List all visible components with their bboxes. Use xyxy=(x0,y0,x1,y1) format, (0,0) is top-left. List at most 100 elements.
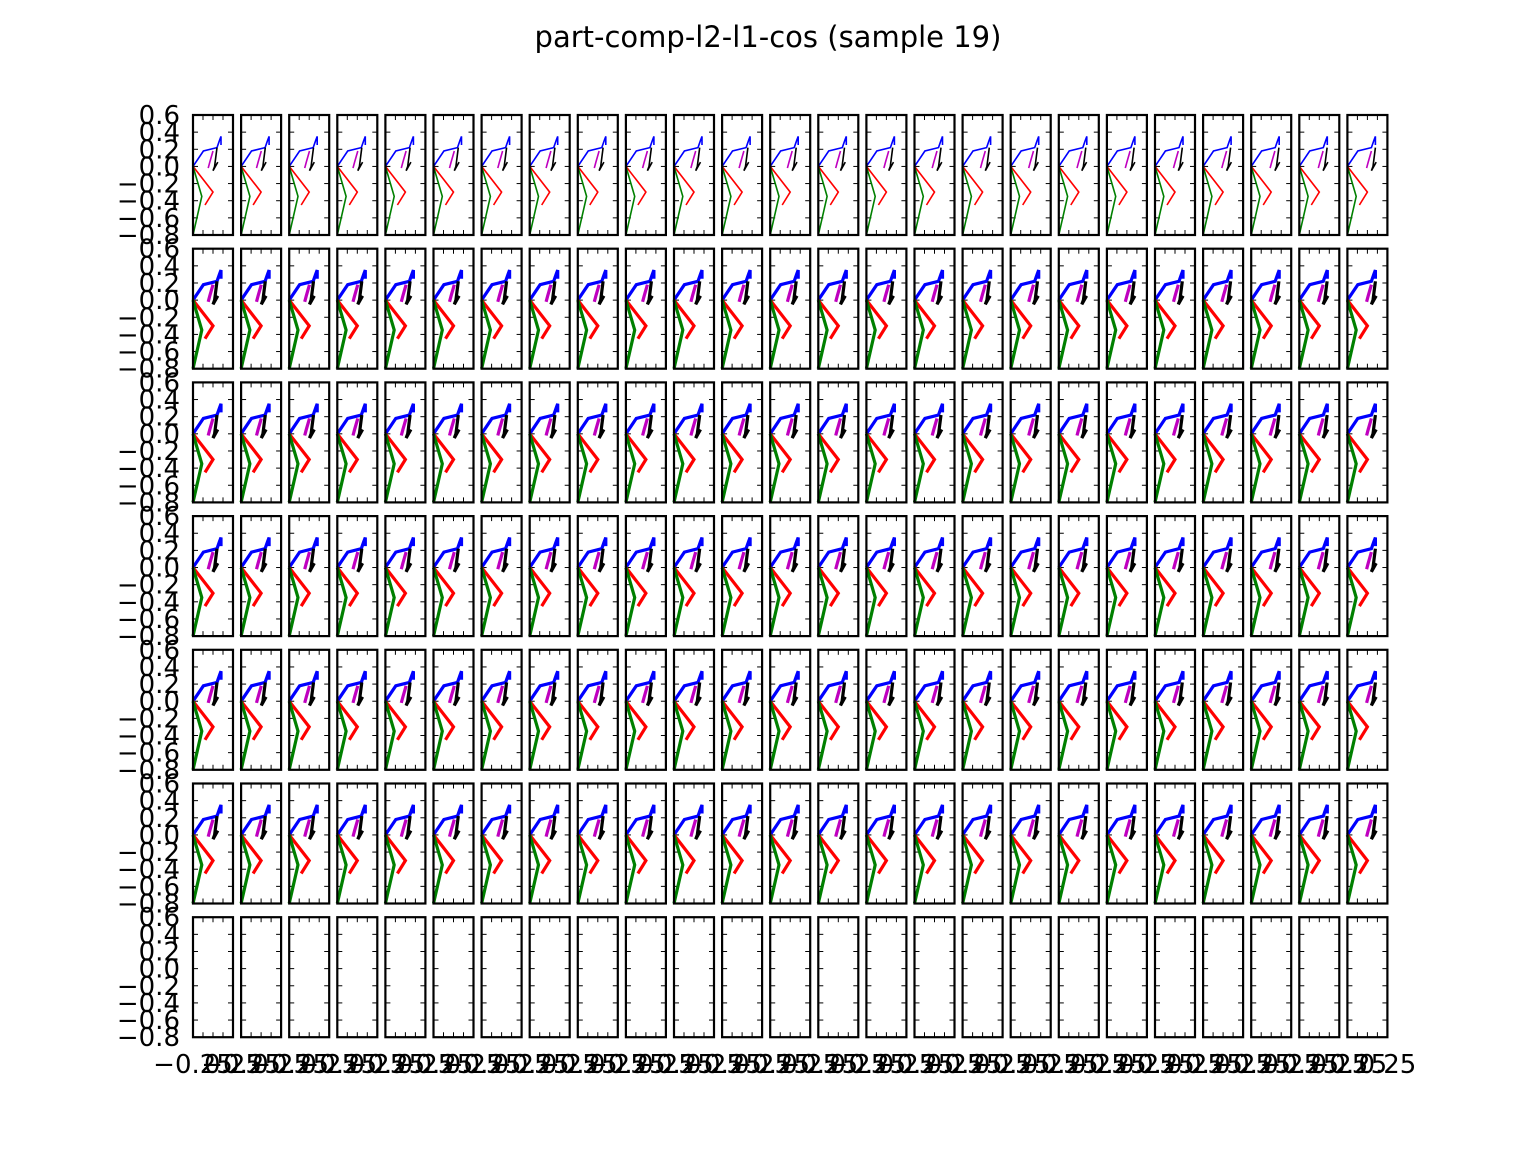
subplot-panel xyxy=(1250,916,1293,1039)
series-line xyxy=(287,700,312,741)
panel-frame xyxy=(672,648,716,771)
subplot-panel xyxy=(1249,381,1293,504)
panel-frame xyxy=(1153,782,1197,905)
series-line xyxy=(887,281,895,306)
x-tick-label: −0.25 xyxy=(538,1050,618,1080)
y-tick-label: −0.4 xyxy=(117,855,180,885)
y-tick-label: 0.6 xyxy=(139,368,180,398)
subplot-panel xyxy=(191,113,235,237)
series-line xyxy=(817,566,841,607)
panel-frame xyxy=(480,514,523,638)
panel-ticks xyxy=(673,916,715,1038)
series-line xyxy=(1027,819,1036,838)
subplot-panel xyxy=(1249,648,1293,771)
subplot-panel xyxy=(864,782,908,905)
series-line xyxy=(768,566,793,607)
series-line xyxy=(738,150,745,169)
series-line xyxy=(211,815,220,840)
series-line xyxy=(978,284,987,303)
panel-frame xyxy=(191,916,235,1039)
series-line xyxy=(191,566,215,607)
y-tick-label: 0.6 xyxy=(139,636,180,666)
series-line xyxy=(1154,136,1184,167)
subplot-panel xyxy=(817,113,860,237)
series-line xyxy=(935,548,944,573)
series-line xyxy=(308,281,316,306)
subplot-panel xyxy=(720,514,764,638)
series-line xyxy=(287,269,319,301)
series-line xyxy=(1201,299,1214,370)
subplot-panel xyxy=(1009,916,1052,1039)
series-line xyxy=(432,165,455,206)
series-line xyxy=(1346,432,1370,474)
subplot-panel xyxy=(431,381,475,504)
series-line xyxy=(496,685,505,704)
series-line xyxy=(452,414,461,439)
subplot-panel xyxy=(1249,247,1293,370)
panel-frame xyxy=(769,381,812,504)
panel-frame xyxy=(1009,916,1052,1039)
panel-frame xyxy=(432,247,475,370)
y-tick-label: 0.4 xyxy=(139,386,180,416)
subplot-panel xyxy=(239,381,283,504)
series-line xyxy=(447,417,456,436)
series-line xyxy=(865,136,896,167)
panel-ticks xyxy=(1250,916,1292,1038)
series-line xyxy=(672,536,704,569)
series-line xyxy=(887,147,895,172)
series-line xyxy=(529,165,551,206)
panel-frame xyxy=(480,916,523,1039)
series-line xyxy=(1220,551,1229,570)
x-tick-label: 0.25 xyxy=(204,1050,262,1080)
series-line xyxy=(432,136,463,167)
series-line xyxy=(816,403,848,435)
series-line xyxy=(480,136,511,167)
series-line xyxy=(400,150,407,169)
series-line xyxy=(1297,433,1310,503)
panel-frame xyxy=(1346,514,1389,638)
panel-frame xyxy=(1009,782,1052,905)
series-line xyxy=(239,567,252,637)
series-line xyxy=(961,299,974,370)
series-line xyxy=(936,147,943,172)
panel-frame xyxy=(384,648,427,771)
series-line xyxy=(1365,551,1373,570)
y-tick-label: 0.4 xyxy=(139,118,180,148)
series-line xyxy=(432,432,456,474)
panel-frame xyxy=(528,514,571,638)
series-line xyxy=(672,269,704,301)
series-line xyxy=(720,566,745,607)
series-line xyxy=(287,299,300,370)
series-line xyxy=(1250,165,1273,206)
subplot-panel xyxy=(432,113,475,237)
series-line xyxy=(816,834,829,904)
series-line xyxy=(1057,432,1081,474)
series-line xyxy=(1321,815,1330,840)
subplot-panel xyxy=(528,782,571,905)
series-line xyxy=(1105,536,1137,569)
series-line xyxy=(497,150,504,169)
series-line xyxy=(259,682,268,707)
series-line xyxy=(625,166,636,236)
panel-ticks xyxy=(1202,916,1244,1038)
panel-frame xyxy=(1057,247,1100,370)
series-line xyxy=(1058,136,1088,167)
panel-frame xyxy=(1346,782,1389,905)
x-tick-label: 0.25 xyxy=(685,1050,743,1080)
panel-frame xyxy=(817,381,860,504)
subplot-panel xyxy=(1009,381,1052,504)
series-line xyxy=(961,566,985,607)
series-line xyxy=(816,567,829,637)
panel-frame xyxy=(1250,916,1293,1039)
panel-frame xyxy=(191,648,235,771)
series-line xyxy=(528,269,560,301)
panel-frame xyxy=(1298,782,1341,905)
panel-frame xyxy=(624,916,668,1039)
panel-ticks xyxy=(769,916,811,1038)
series-line xyxy=(1076,150,1083,169)
series-line xyxy=(839,281,847,306)
series-line xyxy=(913,403,945,435)
series-line xyxy=(447,284,456,303)
panel-frame xyxy=(865,916,908,1039)
series-line xyxy=(1297,700,1310,771)
